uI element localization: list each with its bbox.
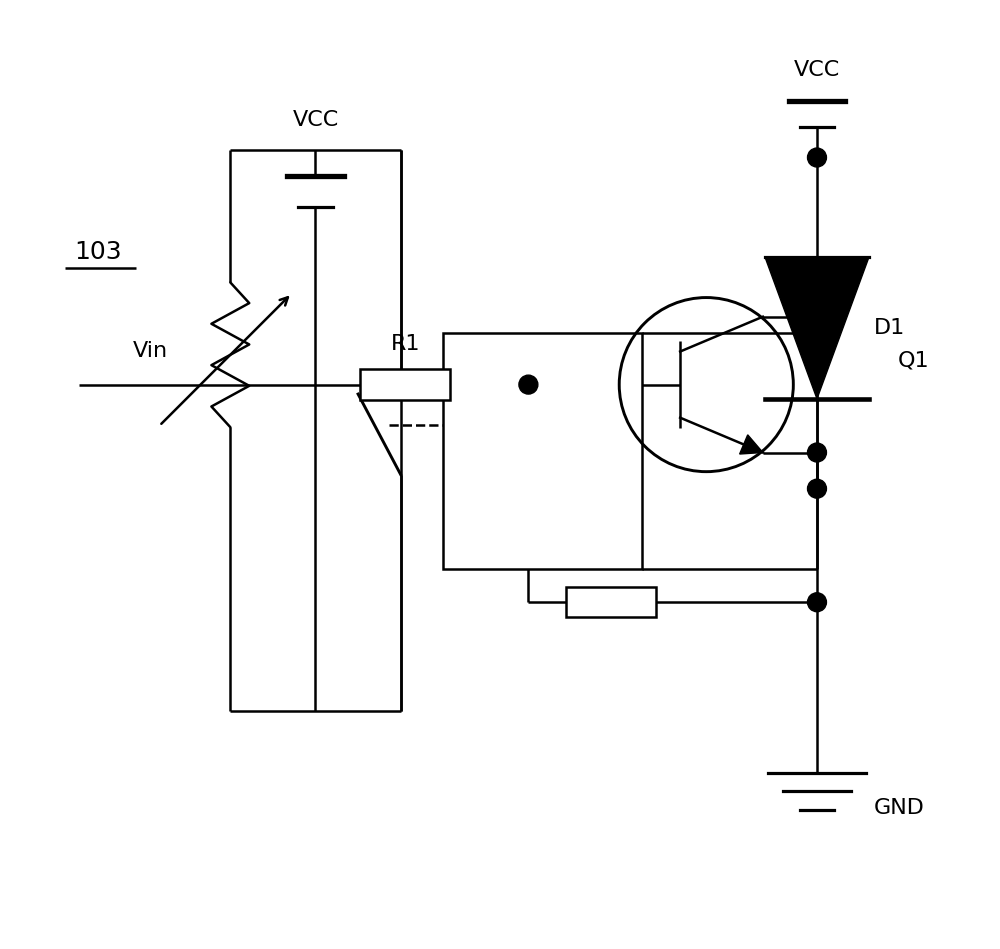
Bar [360, 369, 450, 400]
Circle shape [808, 148, 826, 167]
Polygon shape [765, 257, 869, 399]
Text: 103: 103 [74, 240, 122, 264]
Text: Vin: Vin [132, 342, 167, 362]
Text: R2: R2 [561, 549, 590, 569]
Bar [443, 332, 642, 569]
Text: VCC: VCC [292, 110, 339, 130]
Text: D1: D1 [874, 318, 905, 338]
Text: K1: K1 [457, 502, 486, 522]
Text: KS1: KS1 [521, 521, 564, 541]
Text: VCC: VCC [794, 60, 840, 80]
Text: R1: R1 [391, 334, 420, 354]
Circle shape [808, 479, 826, 498]
Text: Q1: Q1 [897, 351, 929, 371]
Circle shape [808, 593, 826, 612]
Polygon shape [740, 435, 763, 454]
Text: GND: GND [874, 797, 925, 818]
Bar [566, 587, 656, 618]
Circle shape [519, 375, 538, 394]
Circle shape [808, 443, 826, 462]
